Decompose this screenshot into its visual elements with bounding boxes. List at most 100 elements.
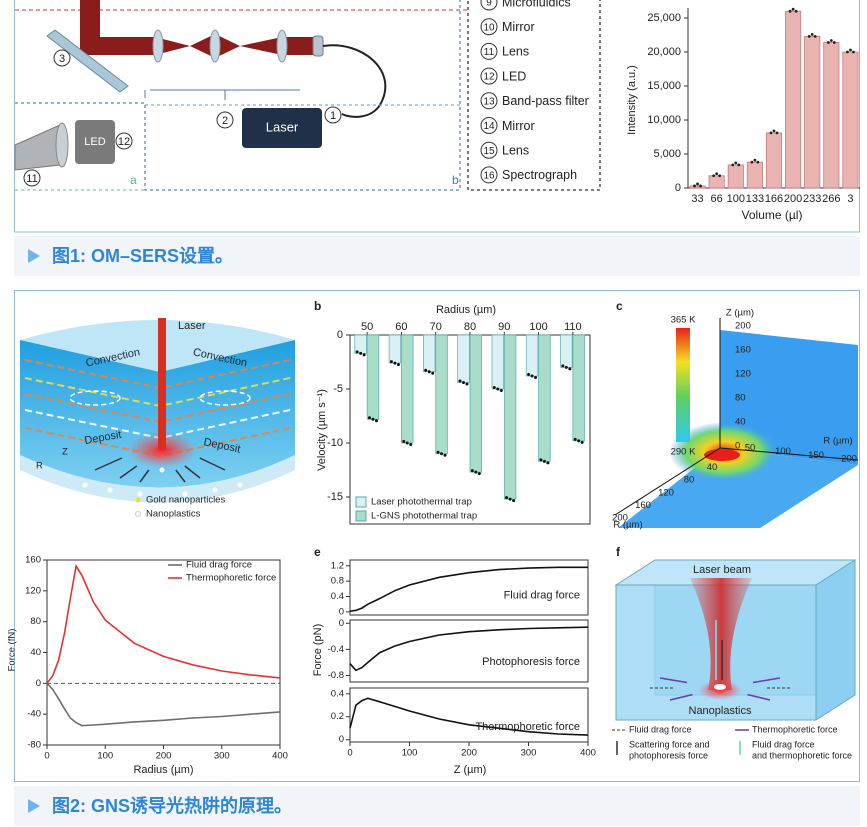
nanoplastic [82, 482, 88, 488]
bar [491, 334, 504, 390]
tank-body [20, 340, 295, 488]
bar [435, 334, 448, 455]
y-tick-label: 0 [339, 734, 344, 745]
r2-axis [614, 447, 721, 516]
thermo-arrow [669, 693, 693, 701]
x-axis-label: Volume (µl) [742, 208, 803, 222]
led-label: LED [84, 136, 105, 148]
replicate-dot [440, 452, 444, 456]
laser-label: Laser [266, 119, 299, 134]
deposit-arrow [139, 469, 150, 483]
legend-label: LED [502, 69, 526, 83]
data-line [46, 564, 281, 684]
tick-label: 0 [735, 441, 740, 452]
y-tick-label: 0.4 [331, 688, 344, 699]
y-tick-label: 10,000 [647, 114, 681, 126]
laser-beam [690, 578, 752, 690]
x-tick-label: 200 [461, 748, 477, 759]
replicate-dot [409, 443, 413, 446]
x-axis-label: Z (µm) [454, 764, 487, 776]
replicate-dot [756, 160, 760, 164]
x-tick-label: 100 [97, 751, 113, 762]
y-tick-label: -80 [27, 740, 41, 751]
y-tick-label: 120 [25, 585, 41, 596]
x-tick-label: 300 [521, 748, 537, 759]
figure-frame [14, 290, 860, 782]
replicate-dot [849, 48, 852, 52]
caption-bar [14, 786, 860, 826]
y-tick-label: -10 [327, 437, 343, 449]
bar [401, 334, 414, 444]
replicate-dot [846, 50, 849, 54]
deposit-arrow [175, 469, 186, 483]
y-tick-label: 40 [30, 647, 41, 658]
deposit-arrow [119, 465, 138, 479]
marker-number: 3 [59, 53, 65, 65]
replicate-dot [474, 470, 478, 474]
legend-label: Fluid drag force [629, 724, 692, 734]
replicate-dot [371, 417, 375, 421]
plot-frame [349, 619, 589, 683]
axis-title: Radius (µm) [436, 304, 496, 316]
x-tick-label: 33 [691, 193, 703, 205]
replicate-dot [431, 371, 435, 375]
nanoplastic [107, 487, 113, 493]
subplot-label: Thermophoretic force [475, 721, 580, 733]
y-tick-label: -0.4 [328, 644, 344, 655]
tick-label: 200 [612, 513, 628, 524]
replicate-dot [443, 453, 447, 457]
deposit-arrow [184, 465, 201, 479]
replicate-dot [359, 351, 363, 355]
data-line [349, 566, 588, 612]
legend-label: Nanoplastics [146, 509, 201, 520]
replicate-dot [527, 373, 531, 377]
replicate-dot [405, 441, 409, 445]
y-tick-label: 0.8 [331, 576, 344, 587]
floor-plane [618, 448, 858, 528]
y-tick-label: 20,000 [647, 46, 681, 58]
replicate-dot [794, 9, 798, 13]
legend-label: Lens [502, 45, 529, 59]
x-tick-label: 60 [395, 321, 407, 333]
nanoplastic [137, 491, 143, 497]
tick-label: 50 [745, 442, 756, 453]
replicate-dot [829, 39, 833, 42]
legend-label: Thermophoretic force [752, 724, 838, 734]
replicate-dot [810, 32, 814, 36]
bar [765, 132, 783, 189]
y-tick-label: -40 [27, 709, 41, 720]
bar [388, 334, 402, 364]
replicate-dot [542, 459, 546, 463]
legend-label: Mirror [502, 20, 535, 34]
legend-label: Scattering force and [629, 739, 710, 749]
marker-number: 11 [26, 173, 37, 185]
replicate-dot [389, 360, 393, 364]
replicate-dot [508, 497, 512, 501]
replicate-dot [470, 469, 474, 473]
panel-letter: c [616, 299, 623, 313]
nanoplastic [182, 491, 188, 497]
replicate-dot [826, 41, 830, 44]
box-label: a [130, 173, 137, 187]
legend-label: Mirror [502, 119, 535, 133]
box-side [815, 559, 856, 721]
replicate-dot [769, 131, 773, 135]
tick-label: 100 [775, 446, 791, 457]
x-tick-label: 200 [784, 193, 802, 205]
particle [714, 684, 726, 690]
replicate-dot [577, 439, 581, 443]
legend-number: 16 [483, 171, 495, 182]
tick-label: 40 [707, 462, 718, 473]
y-tick-label: 0.2 [331, 711, 344, 722]
replicate-dot [465, 382, 469, 386]
x-tick-label: 233 [803, 193, 821, 205]
colorbar-label: 290 K [671, 447, 696, 458]
x-axis-label: Radius (µm) [133, 764, 193, 776]
legend-circle [480, 0, 498, 11]
colorbar [676, 328, 690, 442]
x-tick-label: 200 [156, 751, 172, 762]
replicate-dot [374, 419, 378, 423]
legend-label: Thermophoretic force [186, 573, 276, 584]
x-tick-label: 110 [564, 321, 582, 333]
